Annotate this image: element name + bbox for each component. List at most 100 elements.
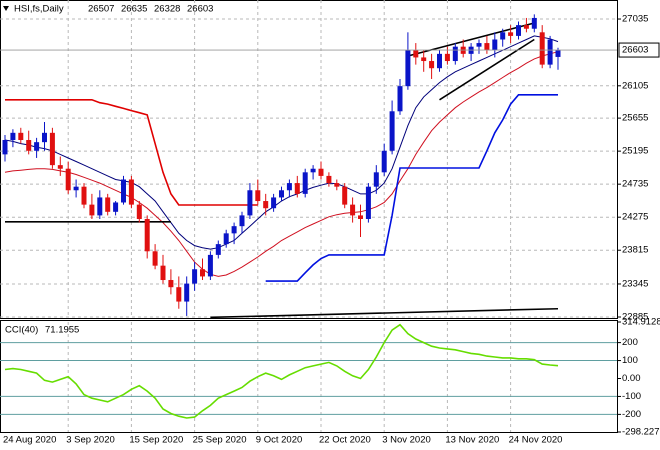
candle-body bbox=[26, 140, 32, 151]
candle-body bbox=[326, 175, 332, 184]
candle-body bbox=[531, 17, 537, 29]
y-tick-label: 26105 bbox=[622, 80, 648, 91]
current-price-label: 26603 bbox=[622, 45, 648, 56]
candle-body bbox=[10, 132, 16, 141]
candle-body bbox=[421, 57, 427, 62]
candle-body bbox=[42, 132, 47, 143]
y-tick-label: 25195 bbox=[622, 146, 648, 157]
y-tick-label: 22885 bbox=[622, 312, 648, 323]
candle-body bbox=[539, 32, 545, 65]
y-tick-label: 314.9128 bbox=[622, 317, 660, 328]
candle-body bbox=[81, 186, 87, 205]
candle-body bbox=[34, 142, 40, 151]
indicator-line bbox=[4, 51, 559, 277]
trendline bbox=[210, 307, 559, 319]
candle-body bbox=[302, 172, 308, 194]
x-tick-label: 15 Sep 2020 bbox=[129, 435, 183, 446]
indicator-title: CCI(40) bbox=[5, 325, 38, 336]
candle-body bbox=[223, 233, 229, 245]
candle-body bbox=[318, 168, 324, 176]
candle-body bbox=[73, 186, 79, 191]
candle-body bbox=[152, 251, 158, 266]
cci-line bbox=[4, 323, 559, 419]
candle-body bbox=[247, 190, 253, 216]
header-high: 26635 bbox=[121, 4, 147, 15]
x-tick-label: 24 Nov 2020 bbox=[509, 435, 563, 446]
current-price-box bbox=[618, 42, 660, 58]
trendline bbox=[407, 22, 535, 57]
candle-body bbox=[200, 269, 205, 277]
candle-body bbox=[365, 186, 371, 219]
candle-body bbox=[255, 190, 261, 202]
y-tick-label: 0.00 bbox=[622, 373, 641, 384]
indicator-value: 71.1955 bbox=[45, 325, 79, 336]
x-tick-label: 9 Oct 2020 bbox=[256, 435, 302, 446]
x-tick-label: 13 Nov 2020 bbox=[445, 435, 499, 446]
candle-body bbox=[444, 53, 450, 62]
candle-body bbox=[184, 283, 190, 302]
candle-body bbox=[334, 183, 340, 187]
candle-body bbox=[121, 179, 126, 203]
candle-body bbox=[286, 183, 292, 191]
candle-body bbox=[358, 215, 363, 219]
y-tick-label: 100 bbox=[622, 355, 638, 366]
candle-body bbox=[160, 265, 166, 281]
candle-body bbox=[231, 226, 237, 234]
candle-body bbox=[413, 50, 419, 58]
candle-body bbox=[405, 50, 411, 87]
chart-title: HSI,fs,Daily bbox=[14, 4, 64, 15]
candle-body bbox=[294, 183, 300, 194]
candle-body bbox=[555, 50, 561, 57]
y-tick-label: 25655 bbox=[622, 113, 648, 124]
y-tick-label: 24735 bbox=[622, 179, 648, 190]
candle-body bbox=[484, 43, 490, 51]
candle-body bbox=[508, 32, 514, 36]
x-tick-label: 3 Sep 2020 bbox=[66, 435, 115, 446]
candle-body bbox=[57, 165, 63, 169]
candle-body bbox=[452, 46, 458, 62]
candle-body bbox=[492, 39, 498, 51]
candle-body bbox=[381, 150, 387, 173]
x-tick-label: 3 Nov 2020 bbox=[382, 435, 431, 446]
trendline bbox=[439, 38, 535, 101]
x-tick-label: 24 Aug 2020 bbox=[3, 435, 56, 446]
y-tick-label: 200 bbox=[622, 337, 638, 348]
candle-body bbox=[437, 53, 442, 69]
candle-body bbox=[263, 201, 269, 209]
candle-body bbox=[97, 197, 103, 216]
candle-body bbox=[144, 218, 150, 252]
candle-body bbox=[310, 168, 316, 173]
cci-panel bbox=[0, 320, 618, 433]
candle-body bbox=[105, 197, 111, 212]
panel-line: 314.9128 200 100 0.00 -100 -200 -298.227 CCI(40… bbox=[0, 317, 660, 438]
candle-body bbox=[207, 254, 213, 277]
candle-body bbox=[342, 186, 348, 205]
candle-body bbox=[192, 269, 198, 284]
candle-body bbox=[168, 280, 174, 288]
y-tick-label: -100 bbox=[622, 391, 641, 402]
y-tick-label: -200 bbox=[622, 409, 641, 420]
candle-body bbox=[516, 25, 521, 36]
candle-body bbox=[239, 215, 245, 227]
y-tick-label: 23345 bbox=[622, 278, 648, 289]
indicator-line bbox=[265, 94, 558, 282]
candle-body bbox=[523, 25, 529, 29]
candle-body bbox=[18, 132, 24, 141]
title-marker bbox=[3, 6, 9, 11]
candle-body bbox=[389, 111, 395, 151]
candle-body bbox=[397, 86, 403, 112]
candle-body bbox=[279, 190, 284, 198]
candle-body bbox=[128, 179, 134, 205]
x-tick-label: 22 Oct 2020 bbox=[319, 435, 371, 446]
y-tick-label: -298.227 bbox=[622, 427, 660, 438]
candle-body bbox=[89, 204, 95, 216]
y-tick-label: 23815 bbox=[622, 245, 648, 256]
x-tick-label: 25 Sep 2020 bbox=[193, 435, 247, 446]
candle-body bbox=[373, 172, 379, 187]
price-panel bbox=[0, 0, 618, 319]
candle-body bbox=[65, 168, 71, 191]
candle-body bbox=[136, 204, 142, 219]
indicator-line bbox=[5, 99, 258, 206]
